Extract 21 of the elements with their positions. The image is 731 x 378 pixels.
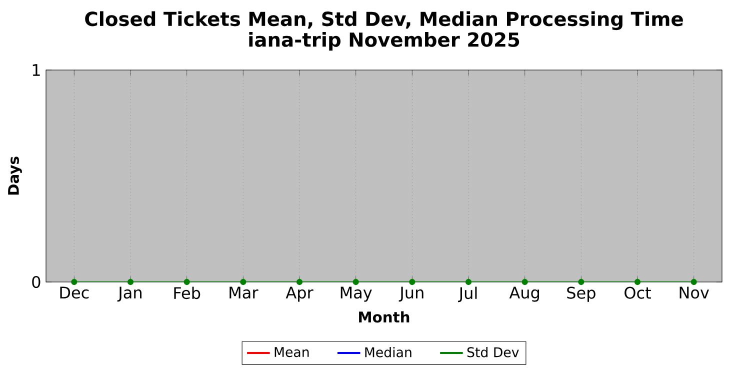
x-tick-label: Feb <box>174 286 200 300</box>
legend-label: Mean <box>274 347 309 358</box>
x-tick-label: Nov <box>680 286 709 299</box>
x-tick-label: Sep <box>567 286 596 302</box>
x-tick-label: May <box>340 286 372 302</box>
y-tick-label: 1 <box>32 64 40 76</box>
x-tick-label: Mar <box>230 286 258 299</box>
legend-label: Median <box>365 346 412 358</box>
x-tick-label: Jun <box>398 286 424 302</box>
legend-label: Std Dev <box>467 346 519 358</box>
x-tick-label: Dec <box>60 286 89 299</box>
x-tick-label: Aug <box>509 286 540 302</box>
y-tick-label: 0 <box>32 276 40 288</box>
x-axis-title: Month <box>359 311 410 323</box>
x-tick-label: Apr <box>286 286 314 302</box>
chart-title: Closed Tickets Mean, Std Dev, Median Processing Time <box>85 11 683 30</box>
y-axis-title: Days <box>8 156 22 195</box>
chart-subtitle: iana-trip November 2025 <box>249 32 520 51</box>
x-tick-label: Jul <box>458 286 477 302</box>
x-tick-label: Oct <box>624 286 651 299</box>
x-tick-label: Jan <box>117 286 142 302</box>
